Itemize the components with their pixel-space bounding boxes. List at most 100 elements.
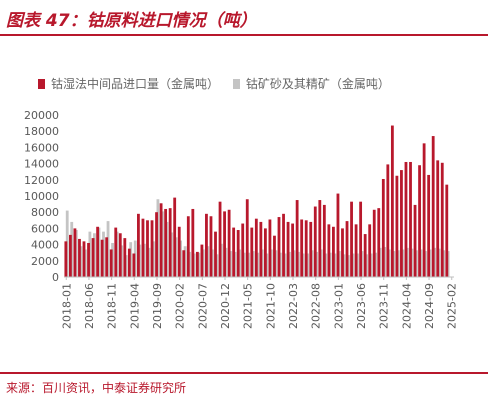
bar-series-1	[118, 233, 122, 277]
y-tick-label: 6000	[31, 222, 59, 235]
bar-series-1	[445, 184, 449, 277]
bar-series-1	[159, 203, 163, 277]
bar-series-1	[209, 216, 213, 277]
bar-series-1	[422, 143, 426, 277]
bar-series-1	[400, 170, 403, 277]
bar-series-1	[413, 204, 417, 277]
bar-series-1	[200, 244, 204, 277]
bar-series-1	[327, 224, 331, 277]
x-tick-label: 2024-04	[400, 283, 413, 329]
bar-series-1	[186, 216, 190, 277]
bar-series-1	[431, 136, 435, 277]
bar-series-1	[82, 241, 86, 277]
bar-series-1	[218, 201, 222, 277]
bar-series-1	[123, 238, 127, 277]
bar-series-1	[341, 228, 344, 277]
bar-series-1	[87, 242, 90, 277]
bar-series-1	[245, 199, 249, 277]
y-tick-label: 20000	[24, 109, 59, 122]
bar-series-1	[182, 250, 186, 277]
bar-series-1	[232, 227, 236, 277]
bar-series-1	[64, 241, 68, 277]
bar-series-1	[440, 162, 444, 277]
y-tick-label: 16000	[24, 141, 59, 154]
x-tick-label: 2019-09	[151, 283, 164, 329]
bar-series-1	[177, 226, 181, 277]
bar-series-1	[268, 219, 272, 277]
bar-series-1	[155, 212, 158, 277]
bar-series-1	[68, 234, 72, 277]
bar-series-1	[254, 218, 258, 277]
bar-series-1	[350, 201, 353, 277]
bar-series-1	[381, 178, 385, 277]
bar-series-1	[263, 228, 267, 277]
bar-series-1	[282, 213, 285, 277]
bar-series-1	[359, 201, 363, 277]
bar-series-1	[300, 219, 304, 277]
bar-series-1	[227, 209, 231, 277]
legend-item-series-1: 钴湿法中间品进口量（金属吨）	[38, 75, 219, 92]
bar-series-1	[191, 208, 195, 277]
bar-series-1	[418, 165, 421, 277]
x-tick-label: 2019-04	[128, 283, 141, 329]
bar-series-1	[236, 230, 240, 277]
bar-series-1	[304, 220, 308, 277]
bar-series-1	[295, 200, 299, 277]
bar-series-1	[368, 224, 372, 277]
bar-series-1	[273, 235, 276, 277]
bar-series-1	[132, 253, 136, 277]
x-tick-label: 2023-06	[355, 283, 368, 329]
title-bar: 图表 47：钴原料进口情况（吨）	[0, 0, 488, 34]
y-tick-label: 14000	[24, 158, 59, 171]
bar-series-1	[363, 234, 367, 277]
x-tick-label: 2018-01	[60, 283, 73, 329]
bar-series-1	[286, 221, 290, 277]
bar-series-1	[214, 231, 217, 277]
legend-swatch-series-1	[38, 79, 45, 89]
y-tick-label: 2000	[31, 255, 59, 268]
bar-series-1	[322, 204, 326, 277]
legend-item-series-2: 钴矿砂及其精矿（金属吨）	[232, 75, 390, 92]
bar-series-1	[309, 221, 313, 277]
bar-series-1	[105, 237, 109, 277]
source-note: 来源：百川资讯，中泰证券研究所	[6, 381, 187, 395]
bar-series-1	[409, 161, 412, 277]
x-tick-label: 2023-11	[378, 283, 391, 329]
bar-series-1	[259, 221, 263, 277]
bar-series-1	[173, 197, 177, 277]
bar-series-1	[164, 208, 168, 277]
bar-series-1	[223, 211, 226, 277]
x-tick-label: 2020-12	[219, 283, 232, 329]
bar-series-1	[354, 224, 358, 277]
x-tick-label: 2023-01	[332, 283, 345, 329]
chart-svg: 0 2000 4000 6000 8000 10000 12000 14000 16000 180…	[24, 109, 459, 329]
y-tick-label: 8000	[31, 206, 59, 219]
bar-series-1	[146, 220, 149, 277]
bar-series-1	[114, 227, 118, 277]
x-tick-label: 2020-02	[174, 283, 187, 329]
x-tick-label: 2018-11	[106, 283, 119, 329]
bar-series-1	[277, 217, 281, 277]
x-tick-label: 2022-08	[310, 283, 323, 329]
bar-series-1	[205, 213, 208, 277]
x-tick-label: 2020-07	[196, 283, 209, 329]
y-tick-label: 0	[52, 271, 59, 284]
bar-series-1	[404, 161, 408, 277]
bar-series-1	[168, 208, 172, 277]
bar-series-1	[96, 226, 100, 277]
x-tick-label: 2021-05	[242, 283, 255, 329]
y-tick-label: 12000	[24, 174, 59, 187]
figure-title: 图表 47：钴原料进口情况（吨）	[6, 11, 257, 31]
y-tick-label: 4000	[31, 239, 59, 252]
x-tick-label: 2022-03	[287, 283, 300, 329]
bar-series-1	[109, 249, 113, 277]
bar-series-1	[372, 209, 376, 277]
y-tick-label: 18000	[24, 125, 59, 138]
bar-series-1	[390, 125, 394, 277]
x-tick-label: 2024-09	[423, 283, 436, 329]
bar-series-1	[336, 193, 340, 277]
bar-series-1	[141, 218, 145, 277]
x-tick-label: 2021-10	[264, 283, 277, 329]
y-tick-label: 10000	[24, 190, 59, 203]
bar-series-1	[195, 251, 199, 277]
